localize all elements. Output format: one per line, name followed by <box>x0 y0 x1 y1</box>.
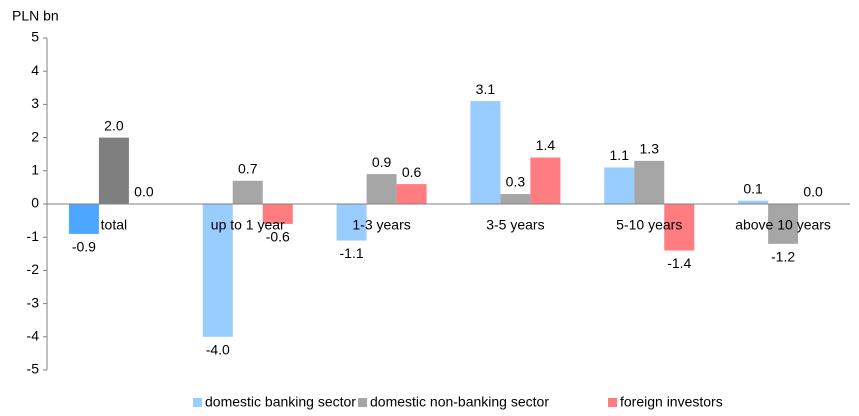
bar <box>98 137 129 204</box>
x-tick-label: total <box>101 217 127 233</box>
data-label: 0.3 <box>506 174 526 190</box>
bar <box>634 160 665 204</box>
x-tick-label: up to 1 year <box>211 217 285 233</box>
y-tick-label: 0 <box>31 195 39 211</box>
bar <box>530 157 561 204</box>
data-label: 1.3 <box>640 141 660 157</box>
legend-label: domestic non-banking sector <box>370 394 549 410</box>
y-tick-label: -4 <box>27 328 40 344</box>
legend-swatch <box>608 398 617 407</box>
x-tick-label: 1-3 years <box>352 217 410 233</box>
data-label: -0.9 <box>72 239 96 255</box>
data-label: 3.1 <box>476 81 496 97</box>
data-label: -1.4 <box>667 255 691 271</box>
y-tick-label: -2 <box>27 261 40 277</box>
data-label: -1.2 <box>771 249 795 265</box>
data-label: 0.9 <box>372 154 392 170</box>
legend-swatch <box>193 398 202 407</box>
y-tick-label: 3 <box>31 95 39 111</box>
data-label: 2.0 <box>104 117 124 133</box>
bar <box>604 167 635 204</box>
data-label: -4.0 <box>206 342 230 358</box>
data-label: 0.0 <box>134 184 154 200</box>
y-tick-label: 2 <box>31 128 39 144</box>
bar <box>664 204 695 251</box>
legend-label: domestic banking sector <box>205 394 356 410</box>
data-label: 1.1 <box>610 147 630 163</box>
data-label: 0.6 <box>402 164 422 180</box>
bar <box>470 101 501 204</box>
x-tick-label: 3-5 years <box>486 217 544 233</box>
bar <box>738 200 769 204</box>
bar <box>768 204 799 244</box>
y-tick-label: -1 <box>27 228 40 244</box>
bar <box>262 204 293 224</box>
data-label: -0.6 <box>266 229 290 245</box>
x-tick-label: 5-10 years <box>616 217 682 233</box>
y-tick-label: 1 <box>31 162 39 178</box>
legend-swatch <box>358 398 367 407</box>
data-label: 0.1 <box>743 180 763 196</box>
y-tick-label: 4 <box>31 62 39 78</box>
bar <box>68 204 99 234</box>
y-tick-label: -5 <box>27 361 40 377</box>
bar <box>202 204 233 337</box>
y-tick-label: 5 <box>31 29 39 45</box>
x-tick-label: above 10 years <box>735 217 831 233</box>
data-label: 0.7 <box>238 160 258 176</box>
legend-label: foreign investors <box>620 394 723 410</box>
bar <box>232 180 263 204</box>
data-label: 1.4 <box>536 137 556 153</box>
bar <box>396 184 427 204</box>
bar <box>366 174 397 204</box>
data-label: 0.0 <box>803 184 823 200</box>
data-label: -1.1 <box>340 245 364 261</box>
y-axis-label: PLN bn <box>12 8 59 24</box>
bar <box>500 194 531 204</box>
bar <box>336 204 367 241</box>
y-tick-label: -3 <box>27 294 40 310</box>
